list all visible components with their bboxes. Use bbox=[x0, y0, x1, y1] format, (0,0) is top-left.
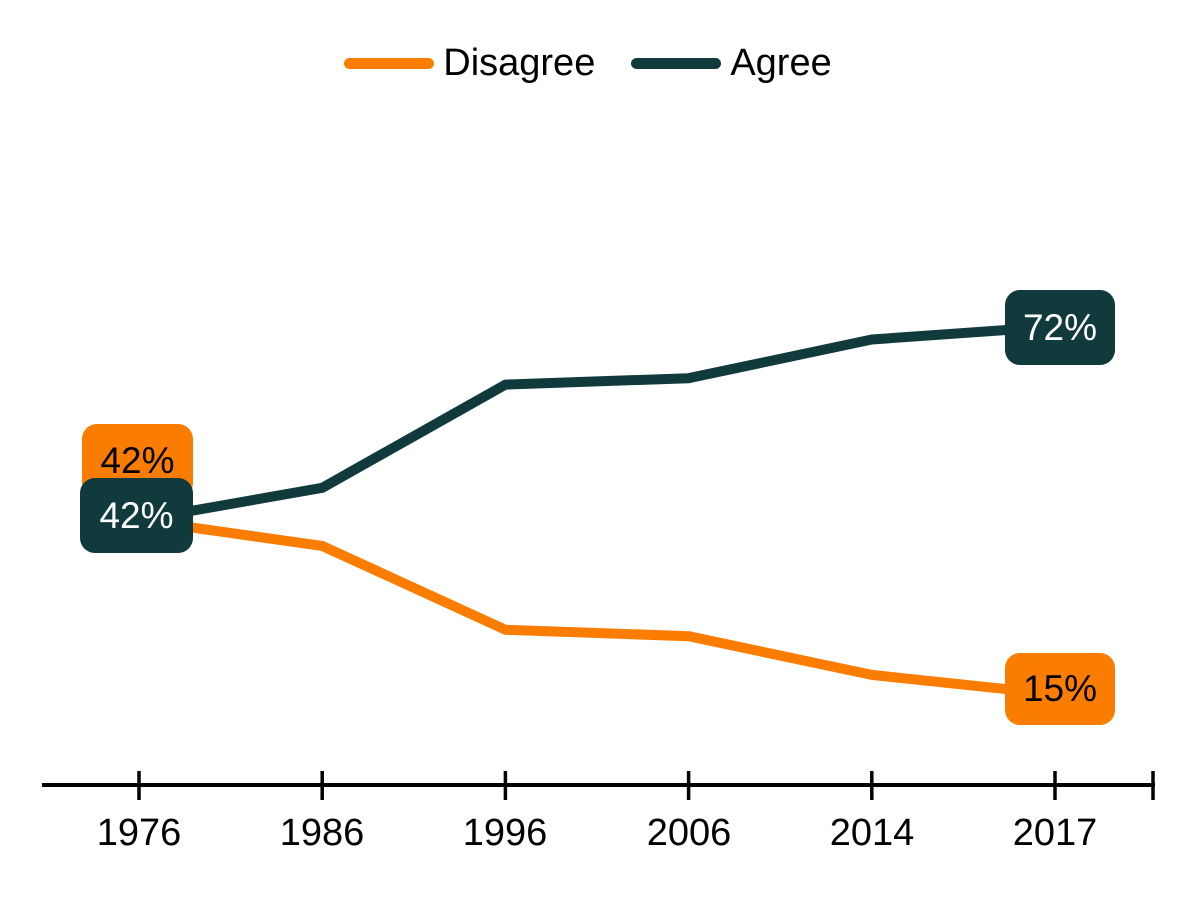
legend-item-agree: Agree bbox=[631, 42, 832, 84]
x-axis-label-2014: 2014 bbox=[829, 812, 915, 854]
x-axis-label-1986: 1986 bbox=[279, 812, 365, 854]
data-label-disagree-2017: 15% bbox=[1005, 653, 1115, 725]
data-label-agree-2017: 72% bbox=[1005, 290, 1115, 365]
data-label-agree-1976: 42% bbox=[80, 478, 193, 553]
agree-line bbox=[134, 321, 1060, 526]
x-axis-label-1996: 1996 bbox=[462, 812, 548, 854]
legend-label-disagree: Disagree bbox=[443, 42, 596, 84]
disagree-line-swatch bbox=[344, 57, 435, 69]
x-axis-label-2017: 2017 bbox=[1012, 812, 1098, 854]
legend-label-agree: Agree bbox=[730, 42, 832, 84]
disagree-line bbox=[134, 515, 1060, 700]
x-axis-label-2006: 2006 bbox=[646, 812, 732, 854]
legend-item-disagree: Disagree bbox=[344, 42, 595, 84]
legend: Disagree Agree bbox=[0, 42, 1186, 84]
agree-line-swatch bbox=[631, 57, 722, 69]
x-axis-label-1976: 1976 bbox=[96, 812, 182, 854]
